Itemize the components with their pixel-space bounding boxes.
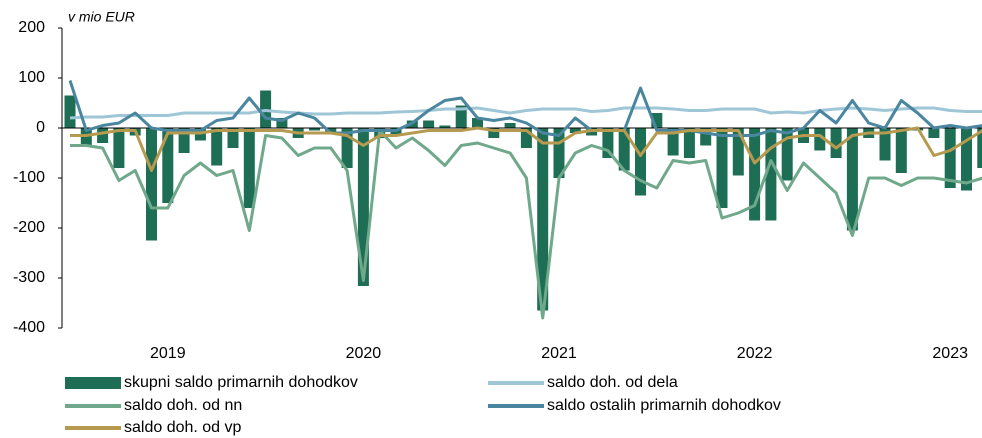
bar <box>749 128 761 221</box>
y-tick-label: 0 <box>36 119 45 136</box>
bar <box>651 113 663 128</box>
x-tick-label: 2023 <box>932 345 968 362</box>
bar <box>520 128 532 148</box>
bar <box>667 128 679 156</box>
bar <box>325 128 337 133</box>
legend-label: saldo doh. od nn <box>124 397 242 414</box>
bar <box>211 128 223 166</box>
bar <box>488 128 500 138</box>
y-tick-label: 200 <box>18 19 45 36</box>
bar <box>537 128 549 311</box>
bar <box>146 128 157 241</box>
bar <box>227 128 239 148</box>
x-tick-label: 2022 <box>737 345 773 362</box>
bar <box>309 128 320 131</box>
y-tick-label: -300 <box>13 269 45 286</box>
bar <box>276 118 288 128</box>
x-tick-label: 2019 <box>150 345 186 362</box>
bar <box>618 128 630 171</box>
legend-label: saldo doh. od dela <box>547 374 678 391</box>
x-tick-label: 2021 <box>541 345 577 362</box>
bar <box>439 125 451 128</box>
bar <box>504 123 516 128</box>
bar <box>961 128 972 191</box>
bar <box>846 128 858 231</box>
bar <box>455 105 467 128</box>
bar <box>569 128 581 133</box>
bar <box>113 128 125 168</box>
legend-label: skupni saldo primarnih dohodkov <box>124 374 358 391</box>
y-tick-label: -200 <box>13 219 45 236</box>
unit-annotation: v mio EUR <box>68 9 135 25</box>
bar <box>162 128 174 203</box>
line <box>70 129 982 320</box>
y-tick-label: 100 <box>18 69 45 86</box>
bar <box>700 128 712 146</box>
bar <box>553 128 565 178</box>
bar <box>178 128 190 153</box>
line <box>68 80 982 137</box>
bar <box>602 128 614 158</box>
bar <box>635 128 646 196</box>
legend-label: saldo ostalih primarnih dohodkov <box>547 397 781 414</box>
y-tick-label: -400 <box>13 319 45 336</box>
bar <box>781 128 793 181</box>
bar <box>357 128 369 286</box>
bar <box>716 128 728 208</box>
bar <box>683 128 695 158</box>
bar <box>243 128 255 208</box>
bar <box>732 128 744 176</box>
bar <box>765 128 777 221</box>
bar <box>928 128 940 138</box>
bar <box>977 128 982 168</box>
legend-label: saldo doh. od vp <box>124 419 242 436</box>
bar <box>830 128 842 158</box>
bar <box>895 128 907 173</box>
bar <box>423 120 435 128</box>
bar <box>879 128 891 161</box>
x-tick-label: 2020 <box>346 345 382 362</box>
bar <box>814 128 826 151</box>
line <box>70 126 982 172</box>
y-tick-label: -100 <box>13 169 45 186</box>
bar <box>97 128 109 143</box>
bar <box>341 128 353 168</box>
legend-swatch <box>65 377 121 389</box>
line <box>69 106 982 120</box>
bar <box>472 118 483 128</box>
bar <box>64 95 76 128</box>
bar <box>944 128 956 188</box>
